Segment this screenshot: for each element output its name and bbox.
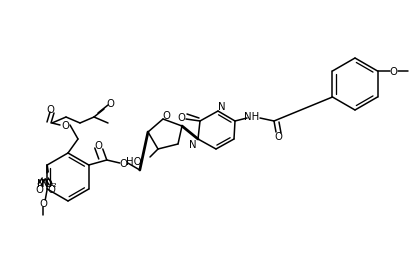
Text: O: O [35,184,43,194]
Text: O: O [47,184,55,194]
Text: O: O [39,198,47,208]
Text: NO₂: NO₂ [37,178,57,188]
Text: O: O [95,140,103,150]
Text: O: O [162,110,170,121]
Text: O: O [106,99,114,108]
Text: O: O [390,67,398,77]
Text: O: O [274,132,282,141]
Text: O: O [61,121,69,131]
Text: HO: HO [127,156,142,166]
Text: N: N [42,178,49,188]
Text: NH: NH [244,112,260,121]
Text: N: N [189,139,197,149]
Text: O: O [46,105,54,115]
Text: O: O [120,158,128,168]
Text: O: O [177,113,185,122]
Text: N: N [218,102,226,112]
